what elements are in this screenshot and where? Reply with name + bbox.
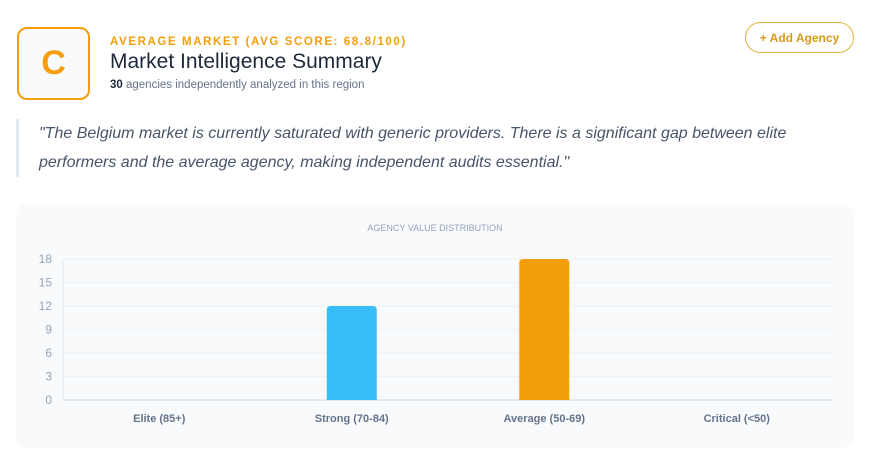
bar-1 bbox=[326, 306, 377, 400]
y-tick-label: 6 bbox=[45, 346, 52, 360]
subtitle: 30 agencies independently analyzed in th… bbox=[110, 79, 364, 91]
x-tick-label: Strong (70-84) bbox=[315, 413, 389, 425]
market-kicker: AVERAGE MARKET (AVG SCORE: 68.8/100) bbox=[110, 36, 407, 48]
chart-title: AGENCY VALUE DISTRIBUTION bbox=[367, 223, 502, 233]
x-tick-label: Elite (85+) bbox=[133, 413, 186, 425]
chart-card bbox=[16, 204, 854, 448]
y-tick-label: 12 bbox=[39, 299, 53, 313]
y-tick-label: 3 bbox=[45, 370, 52, 384]
y-tick-label: 9 bbox=[45, 323, 52, 337]
page-title: Market Intelligence Summary bbox=[110, 50, 382, 73]
grade-badge: C bbox=[17, 27, 90, 100]
agency-count: 30 bbox=[110, 79, 123, 91]
add-agency-button[interactable]: + Add Agency bbox=[745, 22, 854, 53]
y-tick-label: 0 bbox=[45, 393, 52, 407]
y-tick-label: 15 bbox=[39, 276, 53, 290]
subtitle-text: agencies independently analyzed in this … bbox=[126, 79, 365, 91]
market-quote: "The Belgium market is currently saturat… bbox=[16, 119, 846, 177]
x-tick-label: Critical (<50) bbox=[704, 413, 771, 425]
x-tick-label: Average (50-69) bbox=[503, 413, 585, 425]
y-tick-label: 18 bbox=[39, 252, 53, 266]
bar-2 bbox=[519, 259, 570, 400]
